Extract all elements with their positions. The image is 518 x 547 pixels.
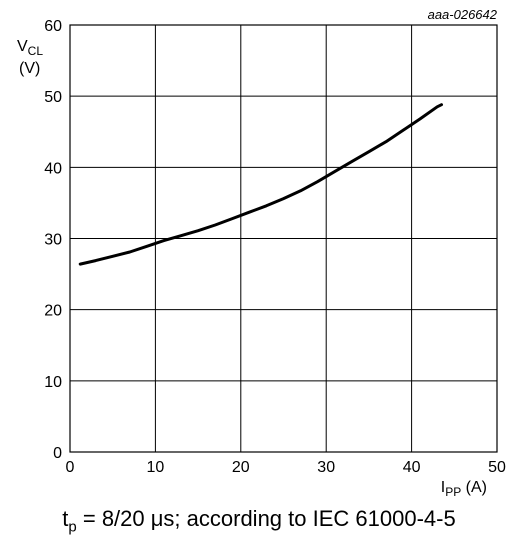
x-tick-label: 20 [232,459,250,476]
y-tick-label: 20 [44,303,62,320]
x-tick-label: 10 [147,459,165,476]
y-tick-label: 40 [44,160,62,177]
caption-rest: = 8/20 μs; according to IEC 61000-4-5 [76,506,456,531]
x-tick-label: 50 [488,459,506,476]
figure-id: aaa-026642 [428,7,498,22]
y-tick-label: 30 [44,232,62,249]
y-tick-label: 0 [53,445,62,462]
caption-t-sub: p [68,518,77,536]
x-axis-label: IPP (A) [441,479,487,499]
y-tick-label: 60 [44,18,62,35]
x-tick-label: 40 [403,459,421,476]
y-axis-label: VCL [17,38,43,58]
y-axis-unit: (V) [19,60,40,77]
x-tick-label: 0 [66,459,75,476]
series-line [78,103,443,266]
y-tick-label: 50 [44,89,62,106]
x-tick-label: 30 [317,459,335,476]
chart-svg: 0 10 20 30 40 50 0 10 20 30 40 50 60 aaa-026642 VCL (V)… [17,7,506,499]
y-tick-label: 10 [44,374,62,391]
plot-frame [69,24,498,453]
caption-t: t [62,506,69,531]
chart-caption: tp = 8/20 μs; according to IEC 61000-4-5 [0,506,518,535]
